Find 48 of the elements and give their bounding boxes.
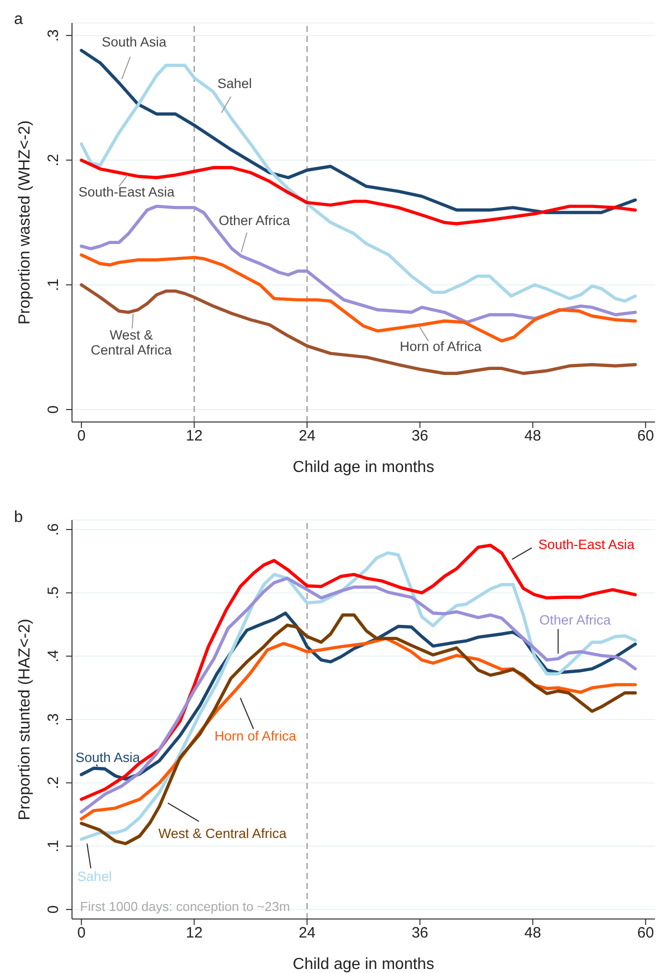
series-label: South Asia (102, 34, 167, 50)
annotation: First 1000 days: conception to ~23m (80, 899, 290, 914)
series-label: Horn of Africa (400, 338, 482, 354)
y-tick-label: .1 (45, 278, 62, 292)
chart-title: a (14, 11, 23, 28)
y-tick-label: .3 (45, 29, 62, 42)
line-series (80, 158, 637, 226)
x-tick-label: 12 (186, 924, 203, 942)
series-label: South Asia (75, 750, 140, 765)
x-tick-label: 60 (637, 428, 654, 445)
series-label: Other Africa (539, 612, 612, 628)
y-tick-label: .2 (45, 776, 62, 790)
x-tick-label: 48 (524, 924, 542, 942)
series-label: Horn of Africa (214, 728, 297, 744)
series-label: South-East Asia (78, 184, 176, 200)
y-tick-label: 0 (45, 405, 62, 414)
text: Sahel (77, 869, 112, 884)
chart-title: b (14, 509, 23, 526)
x-axis-title: Child age in months (292, 459, 434, 476)
y-axis-title: Proportion wasted (WHZ<-2) (16, 120, 34, 325)
x-tick-label: 60 (637, 924, 654, 942)
y-tick-label: 0 (45, 905, 62, 914)
x-tick-label: 24 (298, 428, 316, 445)
line-series (80, 253, 637, 343)
x-tick-label: 48 (524, 428, 542, 445)
y-tick-label: .3 (45, 713, 62, 726)
x-tick-label: 36 (412, 428, 428, 445)
line-series (80, 283, 637, 375)
line-series (80, 204, 637, 324)
x-tick-label: 24 (298, 924, 316, 942)
x-tick-label: 12 (186, 428, 203, 445)
series-label: West & Central Africa (158, 826, 287, 841)
x-tick-label: 0 (77, 428, 86, 445)
line-series (80, 48, 637, 214)
line-series (80, 64, 637, 303)
x-tick-label: 36 (412, 924, 428, 942)
y-tick-label: .4 (45, 650, 62, 662)
x-tick-label: 0 (77, 924, 86, 942)
text: South-East Asia (538, 537, 635, 552)
x-axis-title: Child age in months (292, 956, 434, 973)
y-tick-label: .1 (45, 840, 62, 852)
y-tick-label: .6 (45, 523, 62, 536)
text: West & Central Africa (90, 328, 172, 358)
y-axis-title: Proportion stunted (HAZ<-2) (16, 618, 34, 820)
series-label: Other Africa (218, 212, 291, 228)
y-tick-label: .2 (45, 154, 62, 166)
series-label: Sahel (217, 76, 252, 91)
y-tick-label: .5 (45, 586, 62, 600)
